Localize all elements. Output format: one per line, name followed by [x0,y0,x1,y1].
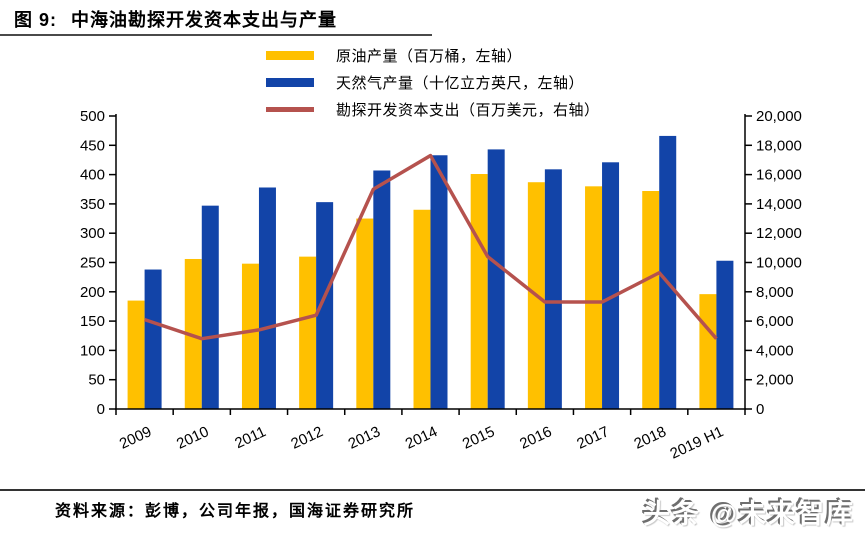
figure-title: 图 9: 中海油勘探开发资本支出与产量 [14,6,337,32]
right-tick-label: 16,000 [756,167,802,184]
left-tick-label: 500 [80,108,105,125]
bar-oil [699,294,717,409]
left-tick-label: 0 [97,401,105,418]
x-tick-label: 2018 [631,423,668,453]
bar-gas [487,149,505,410]
x-tick-label: 2014 [403,423,440,453]
bar-gas [659,135,677,409]
legend-label-gas: 天然气产量（十亿立方英尺，左轴） [336,75,585,92]
right-tick-label: 12,000 [756,225,802,242]
left-tick-label: 150 [80,313,105,330]
right-tick-label: 4,000 [756,342,794,359]
left-tick-label: 200 [80,284,105,301]
right-tick-label: 20,000 [756,108,802,125]
legend-label-oil: 原油产量（百万桶，左轴） [336,48,523,65]
x-tick-label: 2011 [232,423,268,452]
bar-gas [544,169,562,409]
oil-swatch-icon [266,51,314,60]
bar-oil [470,174,488,409]
footer-divider [0,489,865,491]
bar-oil [356,218,374,409]
bar-gas [430,155,448,409]
x-tick-label: 2009 [117,423,154,453]
x-tick-label: 2013 [346,423,383,453]
bar-oil [585,186,603,409]
bar-gas [201,205,219,409]
left-tick-label: 250 [80,255,105,272]
bar-oil [413,209,431,409]
capex-swatch-icon [266,107,314,112]
left-tick-label: 450 [80,137,105,154]
bar-oil [299,256,317,409]
x-tick-label: 2019 H1 [668,423,727,462]
figure-number: 图 9: [14,10,58,30]
bar-oil [127,300,145,409]
bar-oil [184,258,202,409]
source-note: 资料来源：彭博，公司年报，国海证券研究所 [55,503,416,520]
bar-gas [373,170,391,409]
x-tick-label: 2016 [517,423,554,453]
left-tick-label: 350 [80,196,105,213]
bar-gas [716,260,734,409]
legend-item-gas: 天然气产量（十亿立方英尺，左轴） [266,69,600,96]
chart-legend: 原油产量（百万桶，左轴） 天然气产量（十亿立方英尺，左轴） 勘探开发资本支出（百… [266,42,600,123]
x-tick-label: 2012 [288,423,325,453]
right-tick-label: 10,000 [756,255,802,272]
left-tick-label: 50 [88,372,105,389]
x-tick-label: 2017 [574,423,611,453]
right-tick-label: 18,000 [756,137,802,154]
bar-oil [241,263,259,409]
x-tick-label: 2015 [460,423,497,453]
bar-gas [144,269,162,409]
title-divider [0,34,432,36]
right-tick-label: 8,000 [756,284,794,301]
bar-oil [642,191,660,409]
legend-label-capex: 勘探开发资本支出（百万美元，右轴） [336,102,600,119]
gas-swatch-icon [266,78,314,87]
x-tick-label: 2010 [174,423,211,453]
figure-title-text: 中海油勘探开发资本支出与产量 [71,10,338,30]
watermark: 头条 @未来智库 [643,499,855,529]
left-tick-label: 400 [80,167,105,184]
left-tick-label: 300 [80,225,105,242]
legend-item-capex: 勘探开发资本支出（百万美元，右轴） [266,96,600,123]
right-tick-label: 2,000 [756,372,794,389]
capex-line [144,153,718,341]
right-tick-label: 6,000 [756,313,794,330]
right-tick-label: 0 [756,401,764,418]
bar-gas [316,202,334,409]
right-tick-label: 14,000 [756,196,802,213]
bar-gas [258,187,276,409]
left-tick-label: 100 [80,342,105,359]
bar-gas [602,162,620,409]
legend-item-oil: 原油产量（百万桶，左轴） [266,42,600,69]
